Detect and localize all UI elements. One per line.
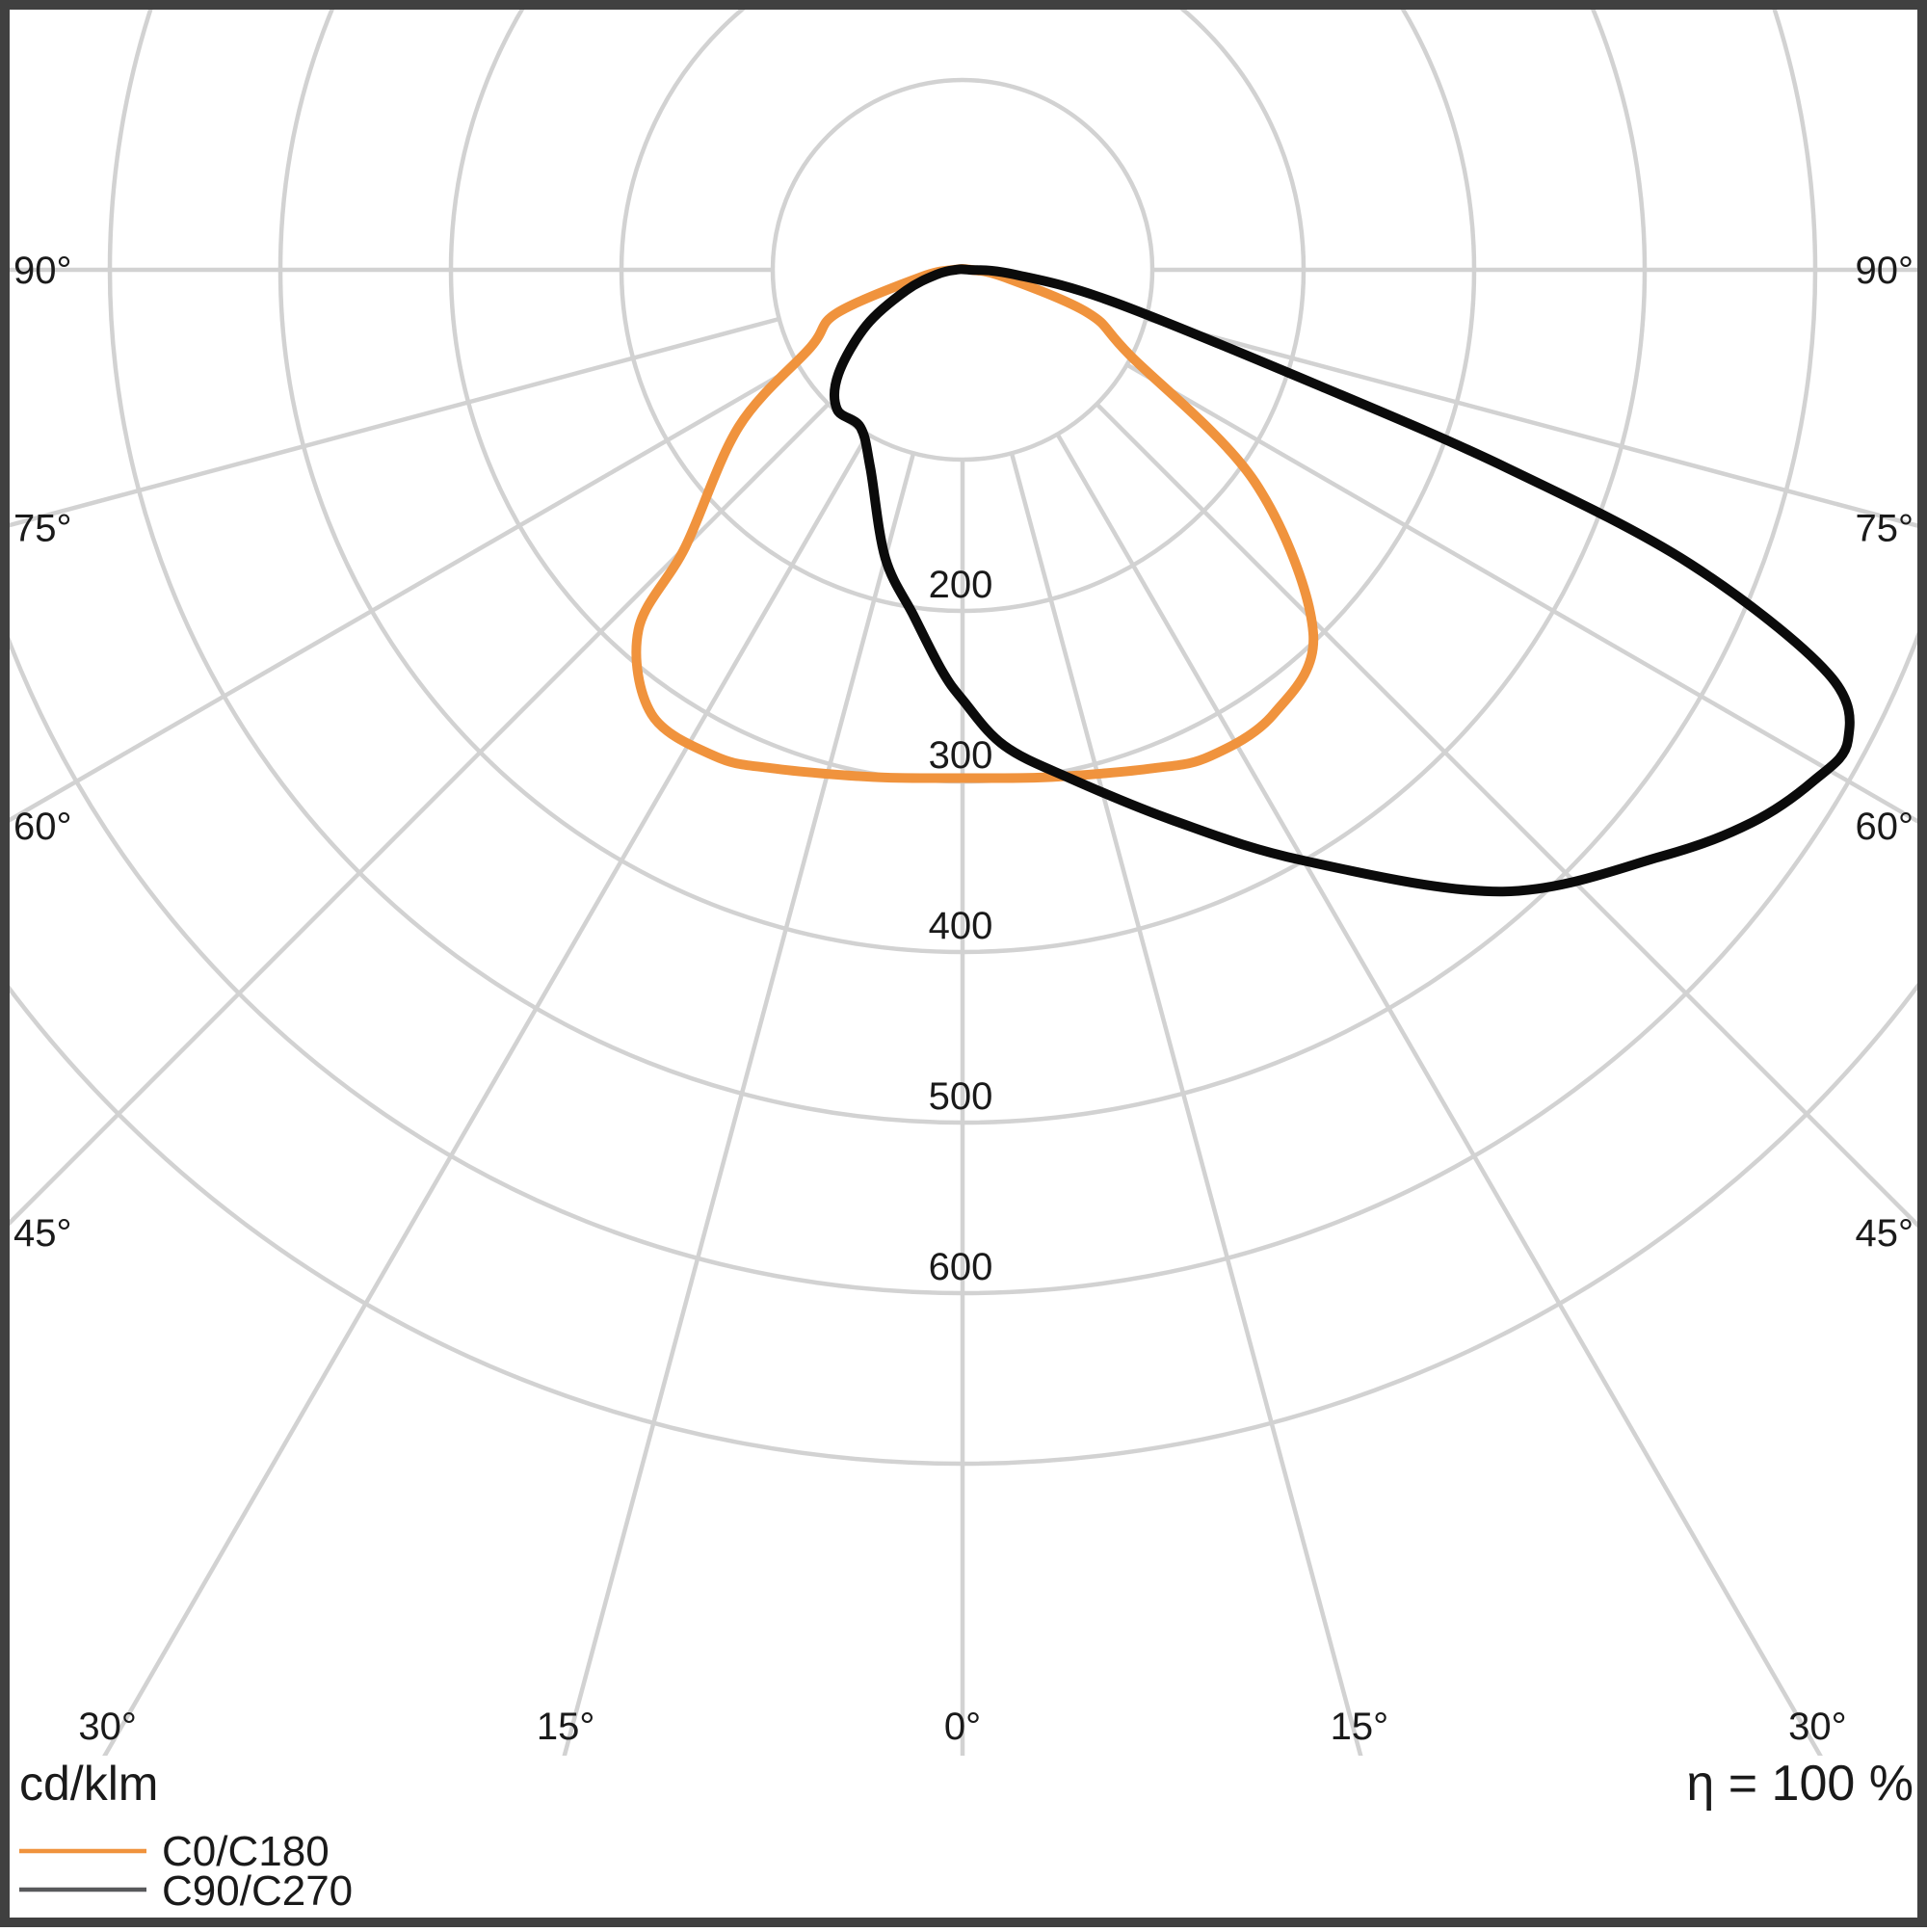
svg-text:cd/klm: cd/klm	[19, 1757, 158, 1811]
svg-text:45°: 45°	[13, 1212, 72, 1255]
svg-text:C90/C270: C90/C270	[162, 1867, 353, 1915]
svg-text:300: 300	[929, 734, 993, 777]
svg-text:600: 600	[929, 1246, 993, 1288]
svg-text:0°: 0°	[944, 1706, 981, 1748]
svg-text:400: 400	[929, 905, 993, 947]
svg-text:45°: 45°	[1856, 1212, 1914, 1255]
svg-text:60°: 60°	[1856, 806, 1914, 848]
svg-text:η = 100 %: η = 100 %	[1686, 1756, 1914, 1812]
svg-text:75°: 75°	[13, 508, 72, 550]
svg-text:15°: 15°	[537, 1706, 595, 1748]
svg-text:200: 200	[929, 564, 993, 606]
svg-text:90°: 90°	[1856, 250, 1914, 292]
svg-text:90°: 90°	[13, 250, 72, 292]
svg-text:60°: 60°	[13, 806, 72, 848]
svg-text:500: 500	[929, 1075, 993, 1118]
svg-text:30°: 30°	[1788, 1706, 1847, 1748]
svg-text:15°: 15°	[1331, 1706, 1389, 1748]
svg-text:30°: 30°	[78, 1706, 137, 1748]
svg-text:75°: 75°	[1856, 508, 1914, 550]
